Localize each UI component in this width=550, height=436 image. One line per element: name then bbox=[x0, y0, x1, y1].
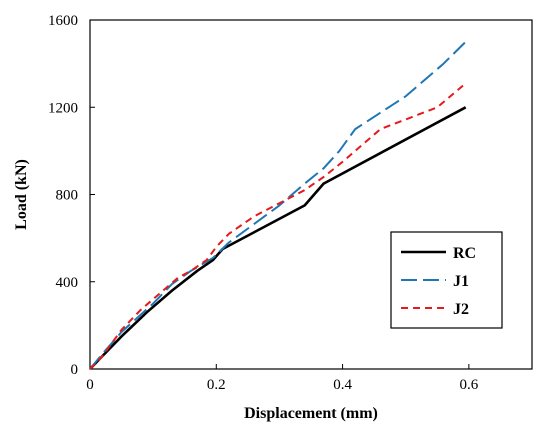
legend-label-j1: J1 bbox=[453, 273, 469, 290]
y-axis-title: Load (kN) bbox=[13, 159, 30, 230]
x-tick-label: 0 bbox=[86, 377, 94, 393]
series-line-rc bbox=[89, 106, 467, 370]
x-tick-label: 0.2 bbox=[207, 377, 226, 393]
legend-label-j2: J2 bbox=[453, 301, 469, 318]
series-line-j2 bbox=[89, 82, 467, 370]
y-tick-label: 800 bbox=[56, 188, 79, 204]
y-tick-label: 1200 bbox=[48, 100, 78, 116]
x-axis-title: Displacement (mm) bbox=[244, 405, 378, 422]
x-tick-label: 0.6 bbox=[459, 377, 478, 393]
legend-label-rc: RC bbox=[453, 245, 476, 262]
series-line-j1 bbox=[89, 41, 467, 370]
y-tick-label: 0 bbox=[71, 362, 79, 378]
y-tick-label: 400 bbox=[56, 275, 79, 291]
x-axis-ticks: 0 0.2 0.4 0.6 bbox=[86, 364, 479, 393]
series-lines bbox=[89, 41, 467, 370]
y-tick-label: 1600 bbox=[48, 13, 78, 29]
legend-items: RC J1 J2 bbox=[401, 245, 476, 318]
legend: RC J1 J2 bbox=[390, 231, 503, 329]
x-tick-label: 0.4 bbox=[333, 377, 352, 393]
y-axis-ticks: 0 400 800 1200 1600 bbox=[48, 13, 95, 378]
